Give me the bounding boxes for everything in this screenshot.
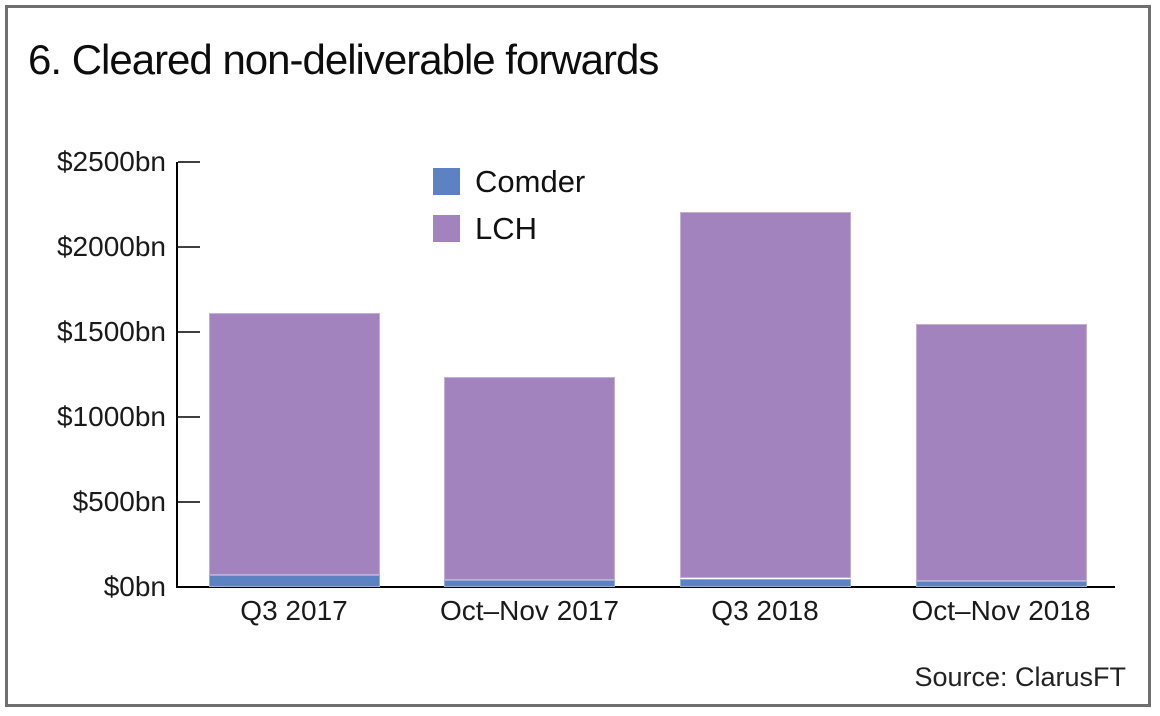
bar-segment-comder — [444, 580, 615, 587]
source-caption: Source: ClarusFT — [914, 662, 1126, 692]
legend-label: LCH — [475, 211, 538, 246]
chart-title: 6. Cleared non-deliverable forwards — [28, 36, 659, 83]
legend-label: Comder — [475, 164, 586, 199]
y-axis-tick — [178, 161, 200, 163]
y-axis-tick — [178, 246, 200, 248]
y-axis-label: $2500bn — [56, 146, 166, 177]
y-axis-label: $2000bn — [56, 231, 166, 262]
legend-swatch-comder — [433, 168, 460, 195]
legend: Comder LCH — [433, 166, 585, 260]
bar-segment-lch — [444, 377, 615, 581]
y-axis-label: $0bn — [103, 571, 166, 602]
x-axis-label: Q3 2017 — [240, 595, 348, 626]
legend-swatch-lch — [433, 215, 460, 242]
y-axis-tick — [178, 501, 200, 503]
y-axis-label: $500bn — [72, 486, 166, 517]
bar-segment-comder — [915, 581, 1087, 587]
x-axis-label: Oct–Nov 2017 — [440, 595, 619, 626]
y-axis-tick — [178, 416, 200, 418]
bar-segment-comder — [208, 575, 380, 587]
x-axis-label: Q3 2018 — [711, 595, 819, 626]
legend-item-lch: LCH — [433, 213, 585, 244]
bar-segment-lch — [208, 313, 380, 576]
y-axis-line — [176, 162, 178, 587]
y-axis-label: $1500bn — [56, 316, 166, 347]
legend-item-comder: Comder — [433, 166, 585, 197]
x-axis-line — [176, 586, 1115, 588]
bar-segment-comder — [679, 578, 851, 587]
y-axis-tick — [178, 331, 200, 333]
bar-segment-lch — [915, 323, 1087, 582]
bar-segment-lch — [679, 212, 851, 579]
x-axis-label: Oct–Nov 2018 — [911, 595, 1091, 626]
y-axis-label: $1000bn — [56, 401, 166, 432]
